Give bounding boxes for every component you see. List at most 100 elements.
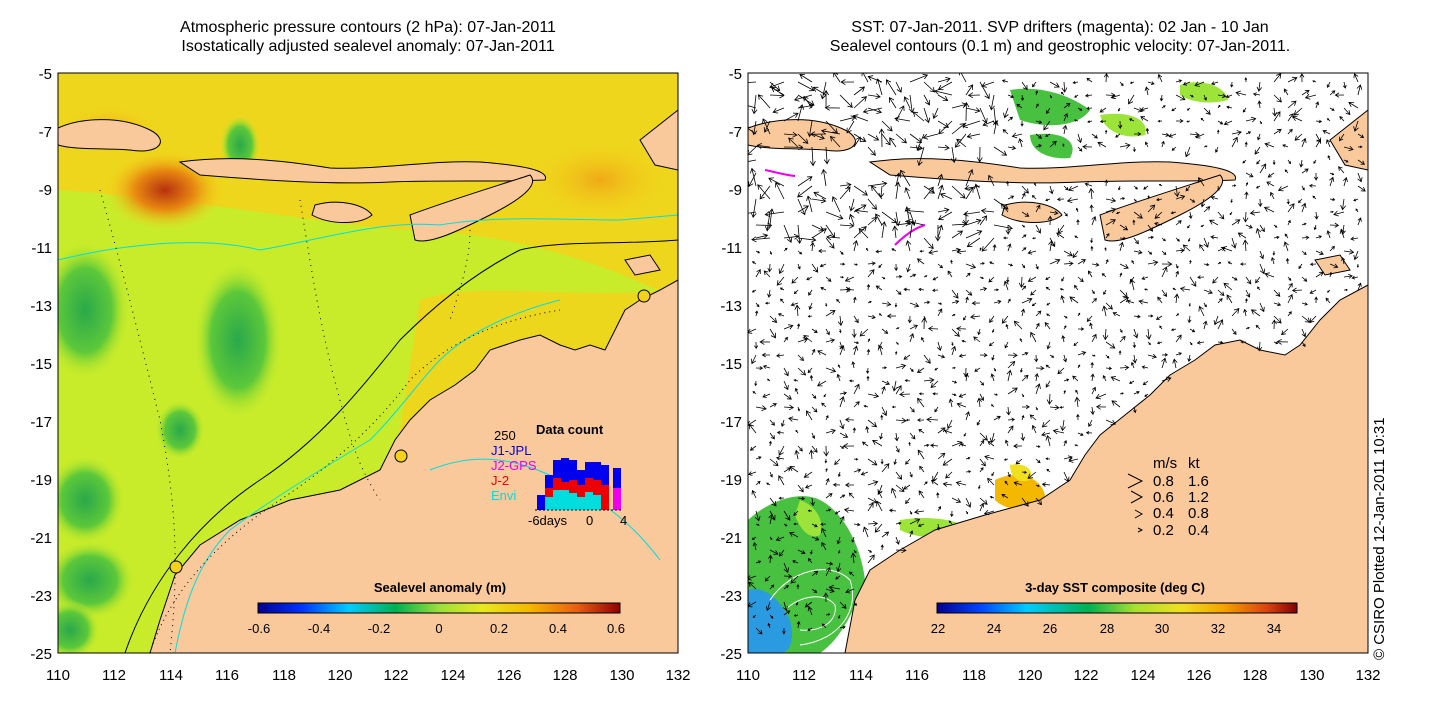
right-title-line1: SST: 07-Jan-2011. SVP drifters (magenta)… [851,19,1269,36]
left-station-1[interactable] [637,289,651,303]
velocity-arrow [989,261,995,265]
right-x-tick: 126 [1186,667,1211,684]
velocity-arrow [1273,224,1278,228]
velocity-arrow [912,111,925,122]
velocity-arrow [778,496,785,500]
velocity-arrow [1273,302,1282,307]
velocity-arrow [762,393,771,398]
drifter-track-2[interactable] [764,169,796,177]
velocity-arrow [1308,183,1317,188]
velocity-arrow [825,477,830,486]
velocity-arrow [984,454,995,461]
velocity-arrow [811,588,818,593]
velocity-arrow [1035,365,1045,371]
velocity-arrow [1266,181,1275,187]
velocity-arrow [1021,351,1029,356]
velocity-arrow [977,328,981,336]
velocity-arrow [1329,222,1340,228]
velocity-key-arrow-04 [1134,509,1144,519]
velocity-arrow [1200,198,1206,208]
velocity-arrow [837,315,844,327]
right-x-tick: 128 [1242,667,1267,684]
velocity-arrow [1329,172,1335,176]
velocity-arrow [1021,374,1029,382]
velocity-arrow [951,221,968,228]
velocity-key-ms: 0.4 [1153,505,1174,522]
velocity-arrow [1018,276,1025,288]
velocity-arrow [1129,380,1135,384]
velocity-arrow [764,211,785,217]
velocity-arrow [1105,302,1113,310]
drifter-track-1[interactable] [894,224,926,246]
velocity-arrow [792,560,799,564]
velocity-arrow [1161,261,1173,267]
velocity-arrow [885,79,897,96]
left-map[interactable] [40,73,678,660]
velocity-arrow [909,273,917,278]
velocity-arrow [1179,286,1191,292]
data-count-red-8 [601,485,609,510]
velocity-arrow [835,575,841,580]
velocity-arrow [837,471,841,478]
velocity-arrow [783,523,788,527]
velocity-arrow [759,339,771,345]
left-x-tick: 112 [102,667,126,684]
left-colorbar-tick: -0.6 [248,621,270,636]
velocity-arrow [796,620,801,629]
velocity-arrow [1076,413,1080,421]
velocity-arrow [979,439,985,447]
data-count-x-left: -6days [528,513,568,528]
velocity-arrow [1119,224,1129,231]
velocity-arrow [1156,197,1163,202]
velocity-arrow [1091,133,1098,139]
velocity-arrow [895,133,907,144]
velocity-arrow [1217,340,1224,344]
velocity-arrow [993,299,1002,305]
velocity-arrow [1105,197,1117,203]
velocity-arrow [1199,244,1205,252]
velocity-arrow [775,181,785,200]
velocity-arrow [1187,224,1191,229]
left-bathy-2 [174,299,561,653]
velocity-arrow [1245,131,1252,135]
velocity-arrow [1203,145,1208,148]
velocity-arrow [1326,118,1331,122]
right-map[interactable] [738,70,1368,653]
velocity-arrow [1244,191,1249,200]
velocity-arrow [1006,406,1011,416]
data-count-text: 250 Data count J1-JPL J2-GPS J-2 Envi -6… [491,422,627,528]
velocity-arrow [909,367,914,372]
velocity-arrow [1045,364,1051,369]
velocity-arrow [1329,176,1335,187]
velocity-arrow [811,263,819,273]
velocity-arrow [937,224,944,239]
velocity-arrow [955,480,967,487]
velocity-arrow [1090,361,1094,369]
velocity-arrow [1287,203,1295,213]
velocity-arrow [750,167,757,187]
velocity-arrow [1356,84,1363,96]
velocity-arrow [751,261,757,265]
velocity-arrow [1007,387,1018,395]
velocity-arrow [1277,185,1289,192]
velocity-arrow [807,627,813,631]
velocity-arrow [1045,380,1051,388]
left-station-3[interactable] [169,560,183,574]
velocity-arrow [880,458,884,465]
left-java-island [58,119,161,152]
velocity-arrow [1091,297,1097,304]
velocity-arrow [881,328,889,334]
velocity-arrow [789,531,799,538]
velocity-arrow [853,522,861,527]
velocity-arrow [852,114,869,122]
left-station-2[interactable] [394,449,408,463]
data-count-legend-j1: J1-JPL [491,443,531,458]
velocity-arrow [1255,185,1261,189]
velocity-arrow [1157,119,1163,123]
velocity-arrow [783,224,793,244]
velocity-arrow [1115,133,1121,138]
velocity-arrow [848,213,855,226]
velocity-arrow [1343,159,1349,163]
data-count-inset [535,458,623,511]
velocity-arrow [1077,259,1087,265]
